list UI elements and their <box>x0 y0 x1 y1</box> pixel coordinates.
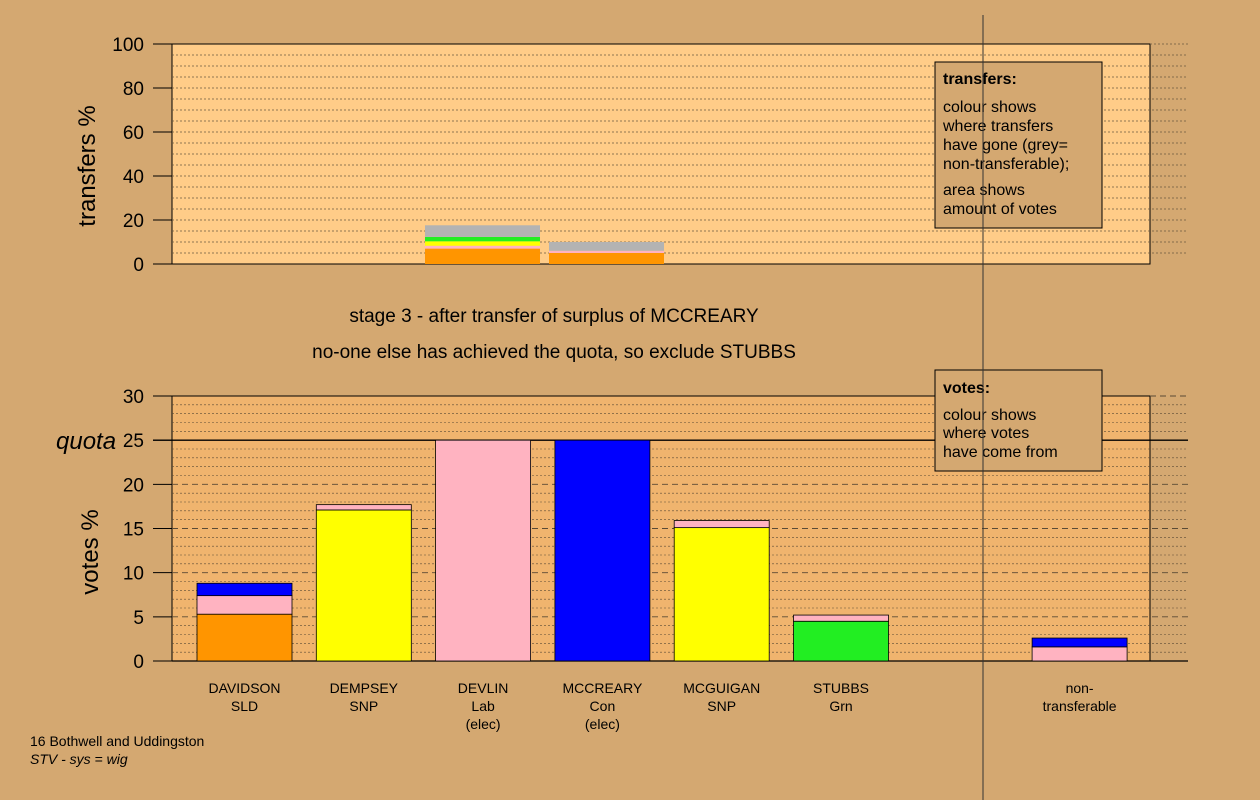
transfers-y-tick-label: 80 <box>123 79 144 100</box>
votes-legend: votes: colour shows where votes have com… <box>934 369 1103 472</box>
vote-segment <box>673 527 770 662</box>
transfers-y-tick-label: 0 <box>133 255 144 276</box>
candidate-status: (elec) <box>466 716 501 732</box>
candidate-party: SLD <box>231 698 258 714</box>
transfers-y-tick-label: 60 <box>123 123 144 144</box>
candidate-party: Grn <box>829 698 852 714</box>
vote-segment <box>793 620 889 662</box>
votes-y-tick-label: 0 <box>133 652 144 673</box>
vote-segment <box>1031 646 1128 662</box>
transfers-legend-line: amount of votes <box>943 201 1057 218</box>
transfer-segment <box>425 245 540 249</box>
vote-segment <box>1031 637 1128 648</box>
vote-segment <box>196 582 293 597</box>
vote-segment <box>196 595 293 615</box>
transfers-legend: transfers: colour shows where transfers … <box>934 61 1103 229</box>
constituency-label: 16 Bothwell and Uddingston <box>30 733 204 749</box>
vote-segment <box>315 504 412 511</box>
vote-segment <box>793 614 889 622</box>
votes-y-tick-label: 15 <box>123 520 144 541</box>
transfer-segment <box>549 242 664 251</box>
votes-y-axis-title: votes % <box>77 509 104 594</box>
candidate-party: Lab <box>471 698 495 714</box>
transfers-legend-line: non-transferable); <box>943 156 1069 173</box>
candidate-party: transferable <box>1043 698 1117 714</box>
transfers-y-tick-label: 100 <box>112 35 144 56</box>
system-label: STV - sys = wig <box>30 751 128 767</box>
transfer-segment <box>425 225 540 237</box>
votes-y-tick-label: 5 <box>133 608 144 629</box>
candidate-name: DEVLIN <box>458 680 509 696</box>
transfers-legend-line: area shows <box>943 182 1025 199</box>
candidate-status: (elec) <box>585 716 620 732</box>
transfers-legend-title: transfers: <box>943 71 1017 88</box>
votes-legend-line: colour shows <box>943 407 1036 424</box>
candidate-name: MCCREARY <box>562 680 643 696</box>
vote-segment <box>673 520 770 529</box>
transfers-legend-line: colour shows <box>943 99 1036 116</box>
transfers-legend-line: have gone (grey= <box>943 137 1068 154</box>
stage-heading: stage 3 - after transfer of surplus of M… <box>349 306 759 327</box>
transfer-segment <box>425 248 540 264</box>
votes-legend-title: votes: <box>943 380 990 397</box>
vote-segment <box>435 439 532 662</box>
exclusion-heading: no-one else has achieved the quota, so e… <box>312 342 796 363</box>
votes-y-tick-label: 30 <box>123 387 144 408</box>
transfer-segment <box>425 241 540 246</box>
vote-segment <box>554 439 651 662</box>
candidate-party: SNP <box>707 698 736 714</box>
votes-legend-line: where votes <box>942 425 1029 442</box>
candidate-name: DEMPSEY <box>330 680 399 696</box>
transfers-y-tick-label: 40 <box>123 167 144 188</box>
vote-segment <box>196 613 293 662</box>
votes-legend-line: have come from <box>943 444 1058 461</box>
vote-segment <box>315 509 412 662</box>
candidate-name: MCGUIGAN <box>683 680 760 696</box>
votes-y-tick-label: 20 <box>123 475 144 496</box>
transfers-y-axis-title: transfers % <box>74 105 101 226</box>
votes-y-tick-label: 25 <box>123 431 144 452</box>
candidate-party: Con <box>590 698 616 714</box>
votes-y-tick-label: 10 <box>123 564 144 585</box>
candidate-name: DAVIDSON <box>208 680 280 696</box>
transfer-segment <box>549 250 664 253</box>
transfers-legend-line: where transfers <box>942 118 1053 135</box>
candidate-party: SNP <box>349 698 378 714</box>
candidate-name: STUBBS <box>813 680 869 696</box>
transfers-y-tick-label: 20 <box>123 211 144 232</box>
transfer-segment <box>425 236 540 242</box>
transfer-segment <box>549 253 664 264</box>
quota-label: quota <box>56 428 116 455</box>
candidate-name: non- <box>1066 680 1094 696</box>
